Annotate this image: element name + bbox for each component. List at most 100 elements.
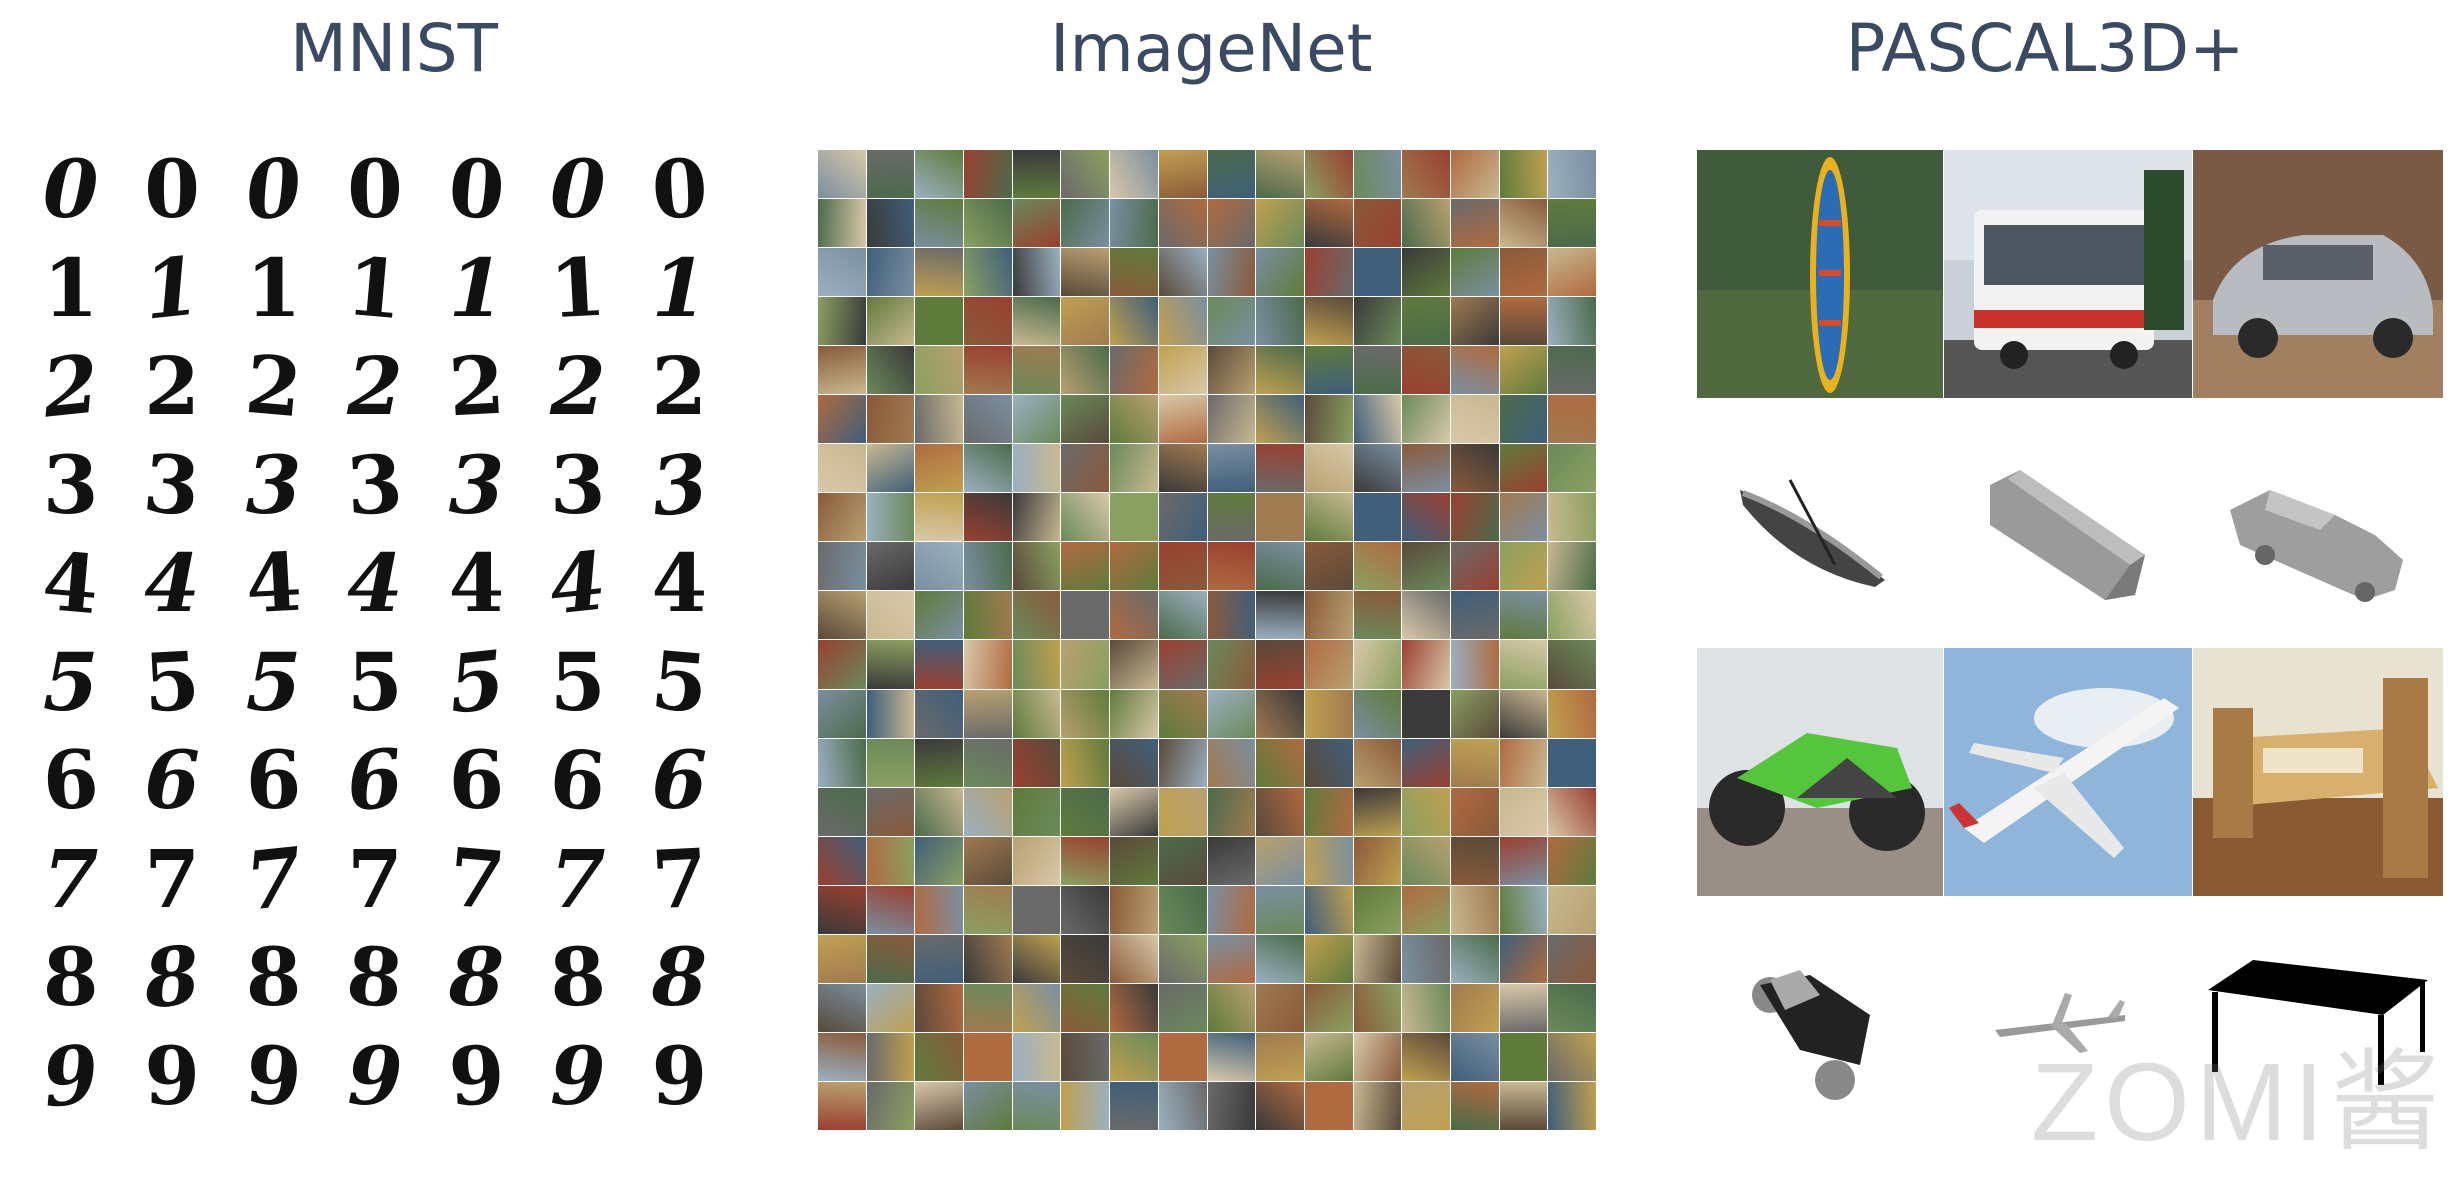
imagenet-thumbnail bbox=[1548, 346, 1596, 395]
motorbike-photo bbox=[1697, 648, 1943, 896]
imagenet-thumbnail bbox=[1353, 395, 1402, 444]
imagenet-thumbnail bbox=[1548, 983, 1596, 1032]
imagenet-thumbnail bbox=[1256, 1032, 1304, 1081]
imagenet-thumbnail bbox=[1061, 199, 1110, 248]
mnist-digit: 1 bbox=[139, 238, 205, 338]
imagenet-thumbnail bbox=[1207, 542, 1256, 591]
imagenet-thumbnail bbox=[1256, 444, 1304, 493]
imagenet-thumbnail bbox=[1012, 934, 1061, 983]
imagenet-thumbnail bbox=[1402, 689, 1450, 738]
imagenet-thumbnail bbox=[1256, 297, 1304, 346]
imagenet-thumbnail bbox=[1548, 297, 1596, 346]
mnist-digit: 9 bbox=[347, 1028, 403, 1123]
mnist-digit: 7 bbox=[42, 831, 99, 926]
imagenet-thumbnail bbox=[964, 836, 1012, 885]
imagenet-thumbnail bbox=[1012, 836, 1061, 885]
imagenet-thumbnail bbox=[1158, 738, 1207, 787]
imagenet-thumbnail bbox=[1110, 738, 1158, 787]
imagenet-thumbnail bbox=[1110, 248, 1158, 297]
imagenet-thumbnail bbox=[1304, 297, 1353, 346]
imagenet-thumbnail bbox=[1548, 934, 1596, 983]
mnist-digit: 4 bbox=[144, 536, 200, 631]
imagenet-thumbnail bbox=[1450, 297, 1499, 346]
imagenet-thumbnail bbox=[818, 395, 866, 444]
mnist-digit: 7 bbox=[144, 831, 200, 926]
airplane-model bbox=[1990, 985, 2130, 1055]
imagenet-thumbnail bbox=[1158, 836, 1207, 885]
imagenet-thumbnail bbox=[1110, 1032, 1158, 1081]
imagenet-thumbnail bbox=[1548, 150, 1596, 199]
imagenet-thumbnail bbox=[1158, 199, 1207, 248]
imagenet-thumbnail bbox=[818, 885, 866, 934]
imagenet-thumbnail bbox=[866, 983, 915, 1032]
imagenet-thumbnail bbox=[1353, 983, 1402, 1032]
bus-model bbox=[1980, 465, 2155, 605]
imagenet-thumbnail bbox=[1499, 248, 1548, 297]
imagenet-thumbnail bbox=[1548, 689, 1596, 738]
imagenet-thumbnail bbox=[1304, 346, 1353, 395]
imagenet-thumbnail bbox=[964, 493, 1012, 542]
imagenet-thumbnail bbox=[1353, 248, 1402, 297]
imagenet-thumbnail bbox=[866, 836, 915, 885]
imagenet-thumbnail bbox=[866, 346, 915, 395]
imagenet-thumbnail bbox=[1353, 591, 1402, 640]
imagenet-thumbnail bbox=[1304, 248, 1353, 297]
motorbike-model bbox=[1740, 955, 1880, 1105]
imagenet-thumbnail bbox=[1110, 395, 1158, 444]
imagenet-mosaic bbox=[818, 150, 1596, 1130]
imagenet-thumbnail bbox=[1353, 444, 1402, 493]
imagenet-thumbnail bbox=[1110, 297, 1158, 346]
imagenet-thumbnail bbox=[1110, 836, 1158, 885]
mnist-digit: 8 bbox=[245, 930, 302, 1025]
imagenet-thumbnail bbox=[818, 542, 866, 591]
mnist-digit: 4 bbox=[243, 534, 304, 632]
imagenet-thumbnail bbox=[1450, 885, 1499, 934]
imagenet-thumbnail bbox=[1256, 542, 1304, 591]
imagenet-thumbnail bbox=[1256, 248, 1304, 297]
imagenet-thumbnail bbox=[1450, 1032, 1499, 1081]
mnist-digit: 6 bbox=[342, 730, 408, 830]
imagenet-thumbnail bbox=[915, 1032, 964, 1081]
imagenet-thumbnail bbox=[1548, 640, 1596, 689]
mnist-digit: 5 bbox=[347, 634, 403, 729]
mnist-digit: 6 bbox=[144, 733, 200, 828]
imagenet-thumbnail bbox=[1450, 493, 1499, 542]
imagenet-thumbnail bbox=[1012, 542, 1061, 591]
imagenet-thumbnail bbox=[866, 591, 915, 640]
imagenet-thumbnail bbox=[866, 885, 915, 934]
imagenet-thumbnail bbox=[1402, 493, 1450, 542]
imagenet-thumbnail bbox=[1499, 444, 1548, 493]
imagenet-thumbnail bbox=[1353, 885, 1402, 934]
imagenet-thumbnail bbox=[1304, 640, 1353, 689]
imagenet-thumbnail bbox=[1110, 591, 1158, 640]
imagenet-thumbnail bbox=[1499, 934, 1548, 983]
imagenet-thumbnail bbox=[1402, 150, 1450, 199]
imagenet-thumbnail bbox=[1012, 738, 1061, 787]
imagenet-thumbnail bbox=[1207, 983, 1256, 1032]
imagenet-thumbnail bbox=[964, 983, 1012, 1032]
imagenet-thumbnail bbox=[1499, 640, 1548, 689]
imagenet-thumbnail bbox=[1256, 395, 1304, 444]
mnist-digit: 8 bbox=[42, 930, 99, 1025]
imagenet-thumbnail bbox=[1061, 150, 1110, 199]
mnist-digit: 8 bbox=[651, 930, 708, 1025]
mnist-digit: 7 bbox=[240, 829, 307, 929]
imagenet-thumbnail bbox=[964, 542, 1012, 591]
imagenet-thumbnail bbox=[866, 1081, 915, 1130]
imagenet-thumbnail bbox=[915, 591, 964, 640]
imagenet-thumbnail bbox=[818, 199, 866, 248]
mnist-digit: 7 bbox=[550, 831, 606, 926]
imagenet-thumbnail bbox=[1207, 885, 1256, 934]
imagenet-thumbnail bbox=[1548, 493, 1596, 542]
imagenet-thumbnail bbox=[1450, 1081, 1499, 1130]
imagenet-thumbnail bbox=[1402, 297, 1450, 346]
imagenet-thumbnail bbox=[1499, 983, 1548, 1032]
imagenet-thumbnail bbox=[915, 346, 964, 395]
imagenet-thumbnail bbox=[1256, 934, 1304, 983]
imagenet-thumbnail bbox=[1207, 444, 1256, 493]
imagenet-thumbnail bbox=[1061, 1081, 1110, 1130]
imagenet-thumbnail bbox=[1548, 248, 1596, 297]
mnist-digit: 3 bbox=[448, 437, 505, 532]
imagenet-thumbnail bbox=[1304, 199, 1353, 248]
imagenet-thumbnail bbox=[964, 934, 1012, 983]
